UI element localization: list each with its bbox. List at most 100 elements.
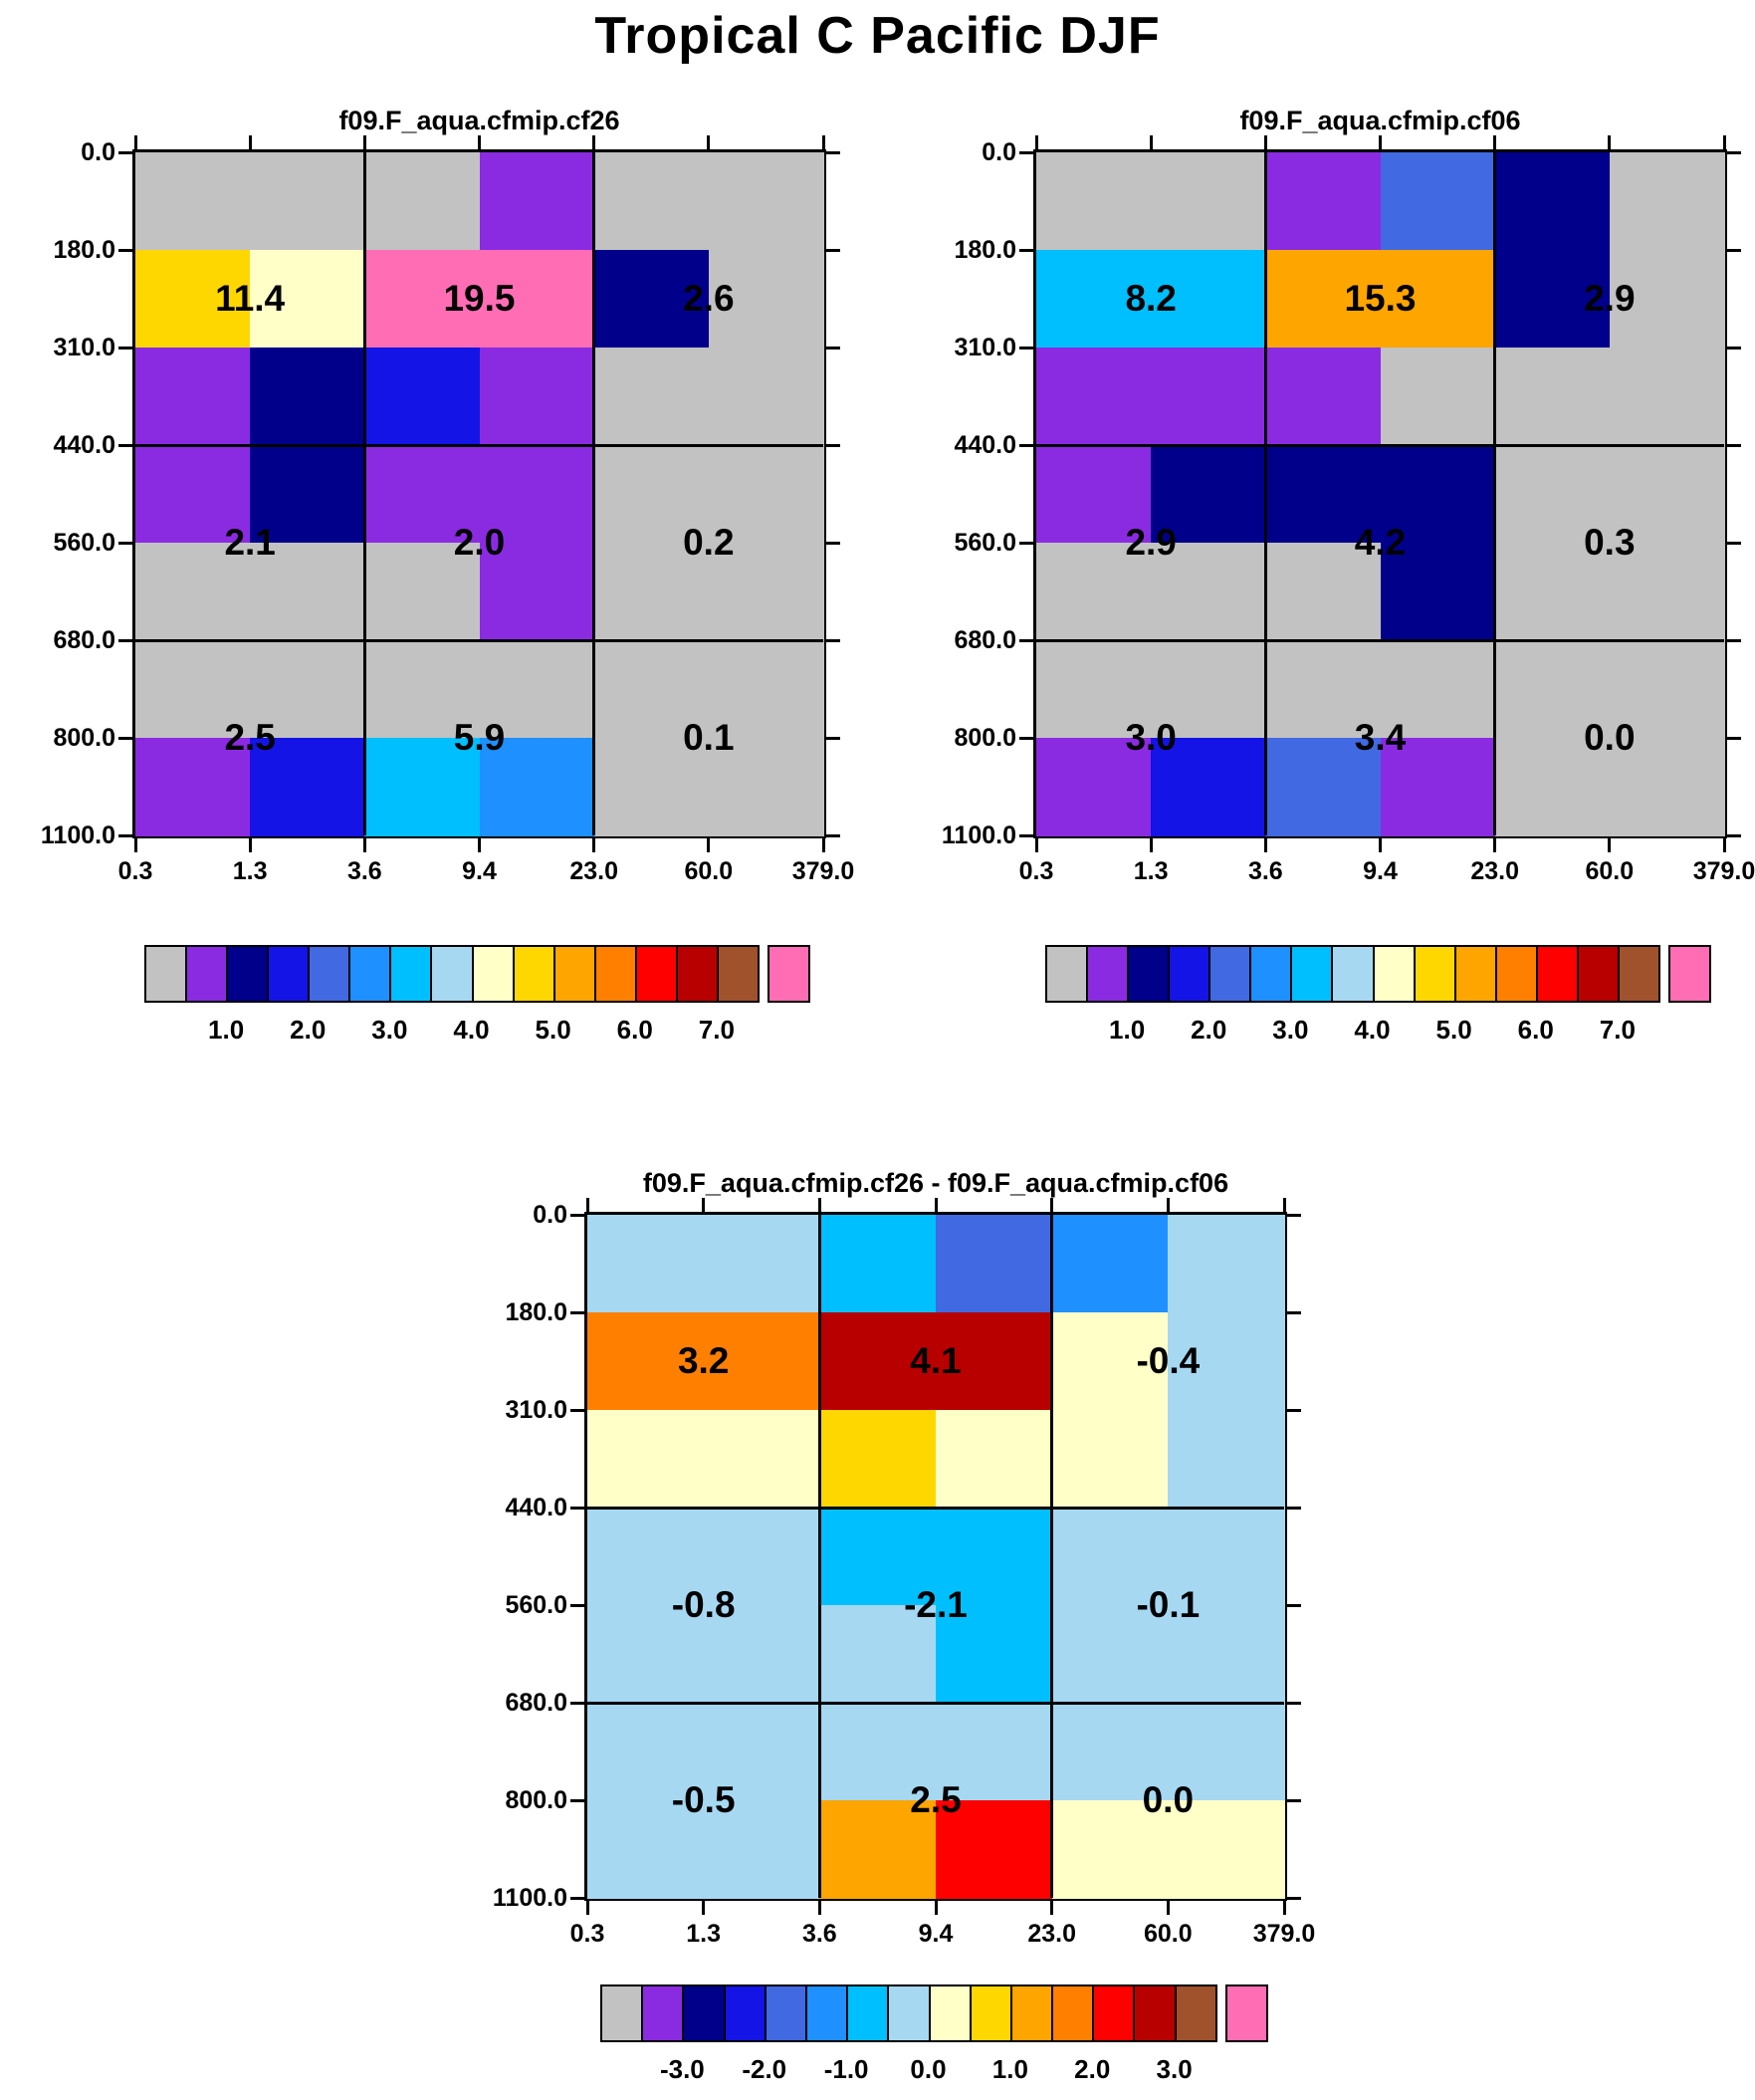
colorbar-swatch [682, 1984, 726, 2042]
colorbar-swatch [1617, 945, 1660, 1003]
cell-group-value: 2.5 [910, 1779, 962, 1820]
x-axis-tick [934, 1198, 938, 1212]
grid-line-vertical [592, 152, 596, 835]
y-axis-label: 310.0 [53, 334, 115, 361]
x-axis-tick [1166, 1901, 1170, 1915]
heatmap-cell [250, 738, 366, 836]
colorbar-tick-label: 5.0 [535, 1015, 571, 1045]
colorbar-tick-label: 4.0 [453, 1015, 490, 1045]
y-axis-tick [826, 833, 840, 837]
heatmap-cell [479, 543, 595, 641]
x-axis-tick [817, 1901, 821, 1915]
colorbar-swatch [1127, 945, 1171, 1003]
y-axis-tick [570, 1213, 584, 1217]
cell-group-value: 8.2 [1125, 278, 1177, 319]
cell-group-value: 3.0 [1125, 717, 1177, 758]
heatmap-cell [135, 152, 252, 251]
y-axis-tick [1287, 1310, 1301, 1314]
colorbar-tick-label: 7.0 [698, 1015, 735, 1045]
colorbar-swatch [928, 1984, 972, 2042]
y-axis-label: 180.0 [505, 1298, 567, 1326]
cell-group-value: 11.4 [215, 278, 286, 319]
cell-group-value: 0.0 [1584, 717, 1636, 758]
heatmap-cell [1036, 250, 1153, 349]
cell-group-value: 4.2 [1354, 522, 1407, 563]
heatmap-cell [587, 1215, 705, 1313]
x-axis-tick [362, 135, 366, 149]
colorbar-tick-label: 5.0 [1435, 1015, 1472, 1045]
heatmap-panel: f09.F_aqua.cfmip.cf06 8.2 15.3 2.9 2.9 4.2 0.3… [942, 106, 1755, 885]
heatmap-cell [1151, 640, 1267, 739]
heatmap-cell [936, 1703, 1053, 1801]
y-axis-tick [570, 1896, 584, 1900]
grid-line-vertical [817, 1215, 821, 1898]
y-axis-tick [1019, 541, 1033, 545]
y-axis-tick [1727, 150, 1741, 154]
heatmap-cell [703, 1215, 821, 1313]
colorbar-swatch [185, 945, 229, 1003]
x-axis-tick [1379, 838, 1382, 852]
heatmap-cell [135, 250, 252, 349]
y-axis-tick [118, 736, 132, 740]
heatmap-cell [936, 1215, 1053, 1313]
colorbar-tick-label: 4.0 [1354, 1015, 1391, 1045]
x-axis-tick [1282, 1198, 1286, 1212]
y-axis-label: 1100.0 [40, 821, 115, 849]
y-axis-label: 310.0 [954, 334, 1016, 361]
colorbar: 1.0 2.0 3.0 4.0 5.0 6.0 7.0 [144, 945, 810, 1062]
x-axis-tick [1263, 838, 1267, 852]
heatmap-cell [250, 543, 366, 641]
y-axis-tick [1287, 1506, 1301, 1510]
colorbar-swatch [767, 945, 810, 1003]
heatmap-cell [703, 1703, 821, 1801]
x-axis-tick [1282, 1901, 1286, 1915]
x-axis-tick [821, 135, 825, 149]
heatmap-panel: f09.F_aqua.cfmip.cf26 11.4 19.5 2.6 2.1 2.0 0.… [41, 106, 854, 885]
colorbar-swatch [389, 945, 433, 1003]
x-axis-tick [1034, 838, 1038, 852]
x-axis-label: 60.0 [684, 857, 734, 885]
y-axis-tick [1727, 833, 1741, 837]
colorbar-swatch [675, 945, 719, 1003]
heatmap-cell [819, 1508, 937, 1606]
cell-group-value: -2.1 [904, 1584, 968, 1625]
y-axis-tick [118, 541, 132, 545]
heatmap-cell [1265, 152, 1382, 251]
colorbar-swatch [471, 945, 515, 1003]
y-axis-label: 440.0 [53, 431, 115, 459]
colorbar-tick-label: -2.0 [742, 2054, 787, 2084]
cell-group-value: -0.5 [671, 1779, 736, 1820]
x-axis-tick [707, 838, 711, 852]
colorbar-tick-label: 1.0 [208, 1015, 245, 1045]
y-axis-tick [570, 1310, 584, 1314]
panel-title: f09.F_aqua.cfmip.cf26 [338, 106, 620, 135]
heatmap-cell [1168, 1410, 1285, 1509]
x-axis-label: 1.3 [686, 1920, 722, 1948]
x-axis-tick [478, 135, 481, 149]
colorbar-swatch [1331, 945, 1375, 1003]
heatmap-cell [1051, 1508, 1170, 1606]
y-axis-tick [826, 346, 840, 350]
y-axis-tick [826, 443, 840, 447]
heatmap-cell [1051, 1410, 1170, 1509]
grid-line-vertical [362, 152, 366, 835]
heatmap-cell [1265, 348, 1382, 446]
colorbar-tick-label: 1.0 [991, 2054, 1028, 2084]
heatmap-cell [936, 1410, 1053, 1509]
heatmap-cell [250, 445, 366, 544]
x-axis-label: 60.0 [1585, 857, 1635, 885]
heatmap-cell [250, 640, 366, 739]
colorbar-tick-label: 0.0 [910, 2054, 947, 2084]
colorbar-swatch [348, 945, 392, 1003]
heatmap-cell [1609, 543, 1725, 641]
colorbar-swatch [1051, 1984, 1095, 2042]
figure-title: Tropical C Pacific DJF [594, 7, 1161, 65]
heatmap-panel: f09.F_aqua.cfmip.cf26 - f09.F_aqua.cfmip… [493, 1168, 1315, 1948]
y-axis-tick [1727, 541, 1741, 545]
y-axis-label: 680.0 [954, 626, 1016, 654]
heatmap-cell [479, 640, 595, 739]
heatmap-cell [364, 445, 481, 544]
y-axis-label: 0.0 [982, 138, 1016, 166]
y-axis-label: 180.0 [954, 236, 1016, 264]
